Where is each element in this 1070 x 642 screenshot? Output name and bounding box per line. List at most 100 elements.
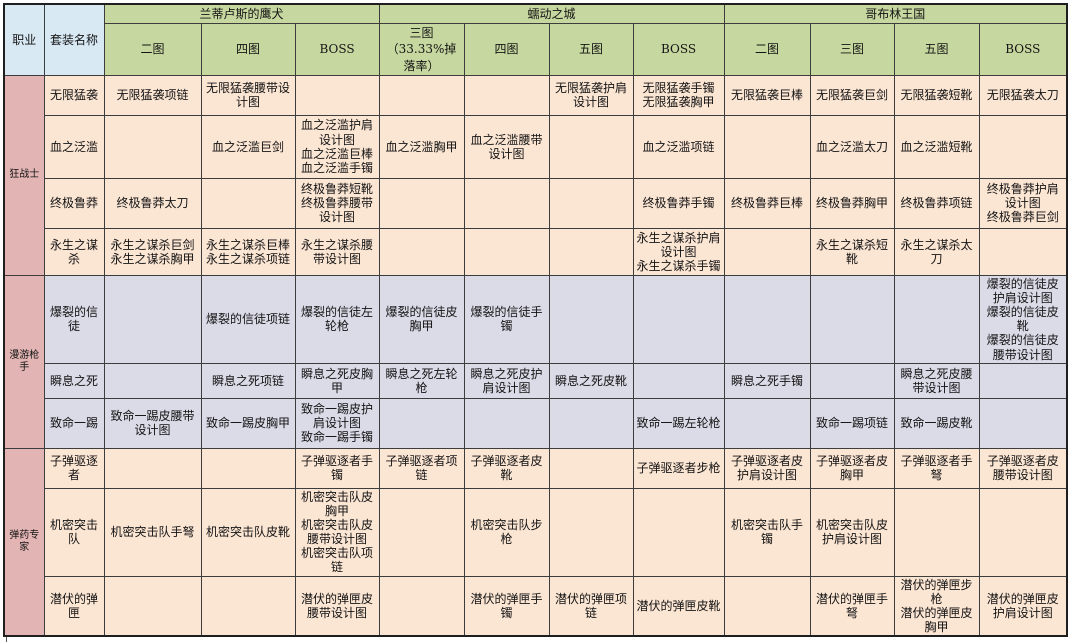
item-cell: 血之泛滥太刀: [809, 114, 895, 179]
item-cell: 机密突击队手镯: [723, 487, 811, 577]
col-header-profession: 职业: [3, 3, 45, 76]
item-cell: 潜伏的弹匣手弩: [809, 575, 895, 637]
item-cell: 血之泛滥腰带设计图: [463, 114, 550, 179]
item-cell: 机密突击队皮靴: [200, 487, 296, 577]
item-cell: 瞬息之死皮腰带设计图: [893, 362, 980, 399]
item-cell: 潜伏的弹匣手镯: [463, 575, 550, 637]
item-cell: 潜伏的弹匣皮腰带设计图: [294, 575, 380, 637]
item-cell: 子弹驱逐者手镯: [294, 447, 380, 489]
item-cell: [723, 227, 811, 276]
item-cell: 爆裂的信徒左轮枪: [294, 274, 380, 364]
table-header: 职业 套装名称 兰蒂卢斯的鹰犬 蠕动之城 哥布林王国 二图 四图 BOSS 三图 （33.33%…: [3, 3, 1068, 76]
stage-header: 四图: [463, 23, 550, 76]
item-cell: 机密突击队手弩: [103, 487, 202, 577]
item-cell: 子弹驱逐者步枪: [632, 447, 725, 489]
item-cell: 终极鲁莽护肩设计图 终极鲁莽巨剑: [978, 177, 1068, 229]
stage-header: 二图: [723, 23, 811, 76]
item-cell: 无限猛袭项链: [103, 74, 202, 116]
item-cell: 瞬息之死手镯: [723, 362, 811, 399]
item-cell: 瞬息之死皮胸甲: [294, 362, 380, 399]
equipment-drop-table: 职业 套装名称 兰蒂卢斯的鹰犬 蠕动之城 哥布林王国 二图 四图 BOSS 三图 （33.33%…: [3, 3, 1068, 638]
item-cell: [200, 177, 296, 229]
set-name-cell: 致命一踢: [43, 397, 105, 449]
stage-header: BOSS: [294, 23, 380, 76]
bottom-margin: [6, 637, 1070, 642]
item-cell: [548, 274, 634, 364]
item-cell: 爆裂的信徒项链: [200, 274, 296, 364]
item-cell: 机密突击队皮胸甲 机密突击队皮腰带设计图 机密突击队项链: [294, 487, 380, 577]
set-name-cell: 永生之谋杀: [43, 227, 105, 276]
item-cell: 子弹驱逐者皮护肩设计图: [723, 447, 811, 489]
item-cell: 永生之谋杀巨剑 永生之谋杀胸甲: [103, 227, 202, 276]
set-name-cell: 终极鲁莽: [43, 177, 105, 229]
item-cell: 潜伏的弹匣皮护肩设计图: [978, 575, 1068, 637]
item-cell: [463, 177, 550, 229]
item-cell: [378, 575, 465, 637]
col-header-set-name: 套装名称: [43, 3, 105, 76]
item-cell: [378, 177, 465, 229]
item-cell: 潜伏的弹匣步枪 潜伏的弹匣皮胸甲: [893, 575, 980, 637]
item-cell: 永生之谋杀巨棒 永生之谋杀项链: [200, 227, 296, 276]
item-cell: 无限猛袭太刀: [978, 74, 1068, 116]
table-body: 狂战士 无限猛袭 无限猛袭项链 无限猛袭腰带设计图 无限猛袭护肩设计图 无限猛袭手镯 无限…: [3, 74, 1068, 637]
item-cell: 瞬息之死皮护肩设计图: [463, 362, 550, 399]
item-cell: 致命一踢左轮枪: [632, 397, 725, 449]
item-cell: [632, 487, 725, 577]
item-cell: [378, 227, 465, 276]
item-cell: 爆裂的信徒皮护肩设计图 爆裂的信徒皮靴 爆裂的信徒皮腰带设计图: [978, 274, 1068, 364]
item-cell: [978, 487, 1068, 577]
set-name-cell: 无限猛袭: [43, 74, 105, 116]
item-cell: 瞬息之死项链: [200, 362, 296, 399]
item-cell: 终极鲁莽胸甲: [809, 177, 895, 229]
item-cell: [978, 227, 1068, 276]
item-cell: 爆裂的信徒皮胸甲: [378, 274, 465, 364]
item-cell: [463, 74, 550, 116]
item-cell: [548, 447, 634, 489]
dungeon-header: 哥布林王国: [723, 3, 1068, 25]
item-cell: 终极鲁莽手镯: [632, 177, 725, 229]
item-cell: 永生之谋杀腰带设计图: [294, 227, 380, 276]
item-cell: 子弹驱逐者手弩: [893, 447, 980, 489]
item-cell: [978, 362, 1068, 399]
item-cell: [548, 177, 634, 229]
item-cell: [548, 487, 634, 577]
item-cell: 血之泛滥巨剑: [200, 114, 296, 179]
item-cell: 致命一踢皮靴: [893, 397, 980, 449]
item-cell: 子弹驱逐者皮胸甲: [809, 447, 895, 489]
item-cell: [378, 487, 465, 577]
item-cell: [200, 575, 296, 637]
item-cell: [378, 74, 465, 116]
item-cell: [978, 114, 1068, 179]
set-name-cell: 爆裂的信徒: [43, 274, 105, 364]
item-cell: 永生之谋杀太刀: [893, 227, 980, 276]
item-cell: [294, 74, 380, 116]
item-cell: [723, 274, 811, 364]
item-cell: 子弹驱逐者皮靴: [463, 447, 550, 489]
item-cell: 子弹驱逐者项链: [378, 447, 465, 489]
profession-cell: 狂战士: [3, 74, 45, 276]
item-cell: [548, 227, 634, 276]
item-cell: [893, 487, 980, 577]
item-cell: 无限猛袭巨棒: [723, 74, 811, 116]
set-name-cell: 机密突击队: [43, 487, 105, 577]
item-cell: 终极鲁莽短靴 终极鲁莽腰带设计图: [294, 177, 380, 229]
item-cell: [893, 274, 980, 364]
stage-header: BOSS: [978, 23, 1068, 76]
item-cell: 无限猛袭腰带设计图: [200, 74, 296, 116]
item-cell: 爆裂的信徒手镯: [463, 274, 550, 364]
item-cell: [723, 575, 811, 637]
item-cell: 无限猛袭护肩设计图: [548, 74, 634, 116]
item-cell: 血之泛滥护肩设计图 血之泛滥巨棒 血之泛滥手镯: [294, 114, 380, 179]
item-cell: [809, 362, 895, 399]
item-cell: 瞬息之死皮靴: [548, 362, 634, 399]
item-cell: 机密突击队步枪: [463, 487, 550, 577]
item-cell: 机密突击队皮护肩设计图: [809, 487, 895, 577]
item-cell: 终极鲁莽项链: [893, 177, 980, 229]
item-cell: 致命一踢皮胸甲: [200, 397, 296, 449]
item-cell: [632, 362, 725, 399]
item-cell: [978, 397, 1068, 449]
item-cell: 致命一踢项链: [809, 397, 895, 449]
item-cell: [548, 397, 634, 449]
stage-header: 三图: [809, 23, 895, 76]
item-cell: 致命一踢皮腰带设计图: [103, 397, 202, 449]
